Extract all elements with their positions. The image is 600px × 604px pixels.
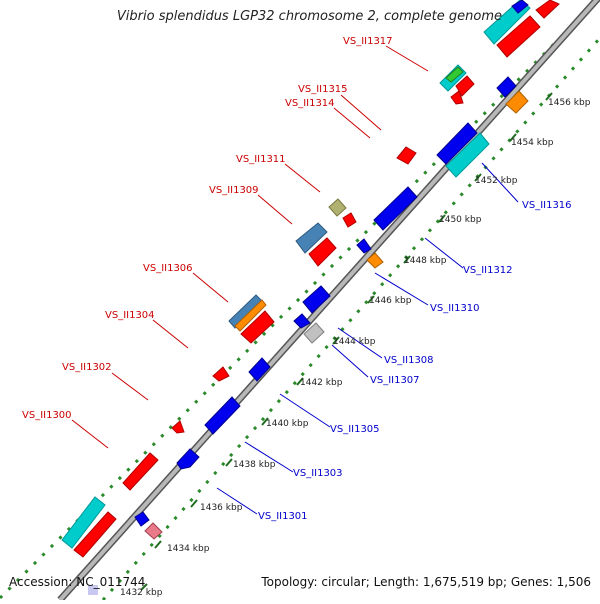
gene-feature[interactable] — [295, 222, 328, 254]
gene-feature[interactable] — [122, 452, 159, 491]
tick-label: 1450 kbp — [439, 215, 482, 225]
gene-feature[interactable] — [396, 146, 417, 165]
gene-label[interactable]: VS_II1317 — [343, 36, 393, 47]
top-strand-labels: VS_II1317 VS_II1315 VS_II1314 VS_II1311 … — [22, 36, 393, 421]
gene-label[interactable]: VS_II1315 — [298, 84, 348, 95]
gene-label[interactable]: VS_II1309 — [209, 185, 259, 196]
top-label-leaders — [71, 45, 429, 449]
gene-label[interactable]: VS_II1311 — [236, 154, 286, 165]
gene-feature[interactable] — [134, 511, 150, 527]
gene-feature[interactable] — [366, 252, 384, 269]
gene-feature[interactable] — [176, 448, 200, 470]
tick-label: 1454 kbp — [511, 138, 554, 148]
gene-feature[interactable] — [303, 322, 325, 344]
position-marker — [88, 585, 98, 595]
kbp-tick-marks — [140, 92, 553, 591]
gene-feature[interactable] — [535, 0, 560, 19]
gene-feature[interactable] — [212, 366, 230, 382]
gene-label[interactable]: VS_II1304 — [105, 310, 155, 321]
gene-feature[interactable] — [445, 132, 490, 178]
gene-feature[interactable] — [302, 285, 331, 314]
bottom-strand-labels: VS_II1316 VS_II1312 VS_II1310 VS_II1308 … — [258, 200, 572, 522]
gene-feature[interactable] — [171, 420, 185, 434]
gene-label[interactable]: VS_II1300 — [22, 410, 72, 421]
gene-feature[interactable] — [204, 396, 241, 435]
bottom-label-leaders — [216, 162, 519, 515]
tick-label: 1438 kbp — [233, 460, 276, 470]
gene-label[interactable]: VS_II1314 — [285, 98, 335, 109]
tick-label: 1452 kbp — [475, 176, 518, 186]
gene-label[interactable]: VS_II1307 — [370, 375, 420, 386]
gene-feature[interactable] — [248, 357, 271, 382]
map-title: Vibrio splendidus LGP32 chromosome 2, co… — [116, 9, 502, 24]
gene-label[interactable]: VS_II1310 — [430, 303, 480, 314]
gene-feature[interactable] — [293, 313, 311, 329]
inner-dotted-ring — [101, 37, 600, 601]
gene-label[interactable]: VS_II1316 — [522, 200, 572, 211]
gene-feature[interactable] — [342, 212, 357, 228]
gene-label[interactable]: VS_II1305 — [330, 424, 380, 435]
gene-label[interactable]: VS_II1303 — [293, 468, 343, 479]
gene-feature[interactable] — [240, 310, 275, 344]
gene-feature[interactable] — [436, 122, 478, 165]
top-strand-features — [61, 0, 560, 558]
tick-label: 1432 kbp — [120, 588, 163, 598]
gene-feature[interactable] — [496, 15, 541, 58]
gene-feature[interactable] — [61, 496, 106, 549]
gene-label[interactable]: VS_II1301 — [258, 511, 308, 522]
gene-feature[interactable] — [308, 237, 337, 267]
gene-feature[interactable] — [496, 76, 517, 98]
tick-label: 1434 kbp — [167, 544, 210, 554]
tick-label: 1440 kbp — [266, 419, 309, 429]
gene-feature[interactable] — [234, 299, 267, 332]
gene-feature[interactable] — [356, 238, 372, 254]
gene-label[interactable]: VS_II1312 — [463, 265, 513, 276]
genome-backbone — [58, 0, 600, 602]
tick-label: 1442 kbp — [300, 378, 343, 388]
gene-feature[interactable] — [505, 90, 529, 114]
gene-feature[interactable] — [445, 66, 464, 83]
gene-feature[interactable] — [450, 90, 464, 105]
bottom-strand-features — [134, 76, 529, 540]
gene-feature[interactable] — [328, 198, 347, 217]
tick-label: 1448 kbp — [404, 256, 447, 266]
gene-feature[interactable] — [511, 0, 529, 14]
gene-feature[interactable] — [144, 522, 163, 540]
gene-label[interactable]: VS_II1306 — [143, 263, 193, 274]
gene-feature[interactable] — [73, 511, 117, 558]
gene-label[interactable]: VS_II1308 — [384, 355, 434, 366]
kbp-tick-labels: 1432 kbp 1434 kbp 1436 kbp 1438 kbp 1440… — [120, 98, 591, 598]
tick-label: 1436 kbp — [200, 503, 243, 513]
topology-text: Topology: circular; Length: 1,675,519 bp… — [261, 575, 591, 589]
gene-feature[interactable] — [373, 186, 418, 231]
tick-label: 1444 kbp — [333, 337, 376, 347]
tick-label: 1456 kbp — [548, 98, 591, 108]
gene-label[interactable]: VS_II1302 — [62, 362, 112, 373]
tick-label: 1446 kbp — [369, 296, 412, 306]
accession-text: Accession: NC_011744 — [9, 575, 146, 589]
